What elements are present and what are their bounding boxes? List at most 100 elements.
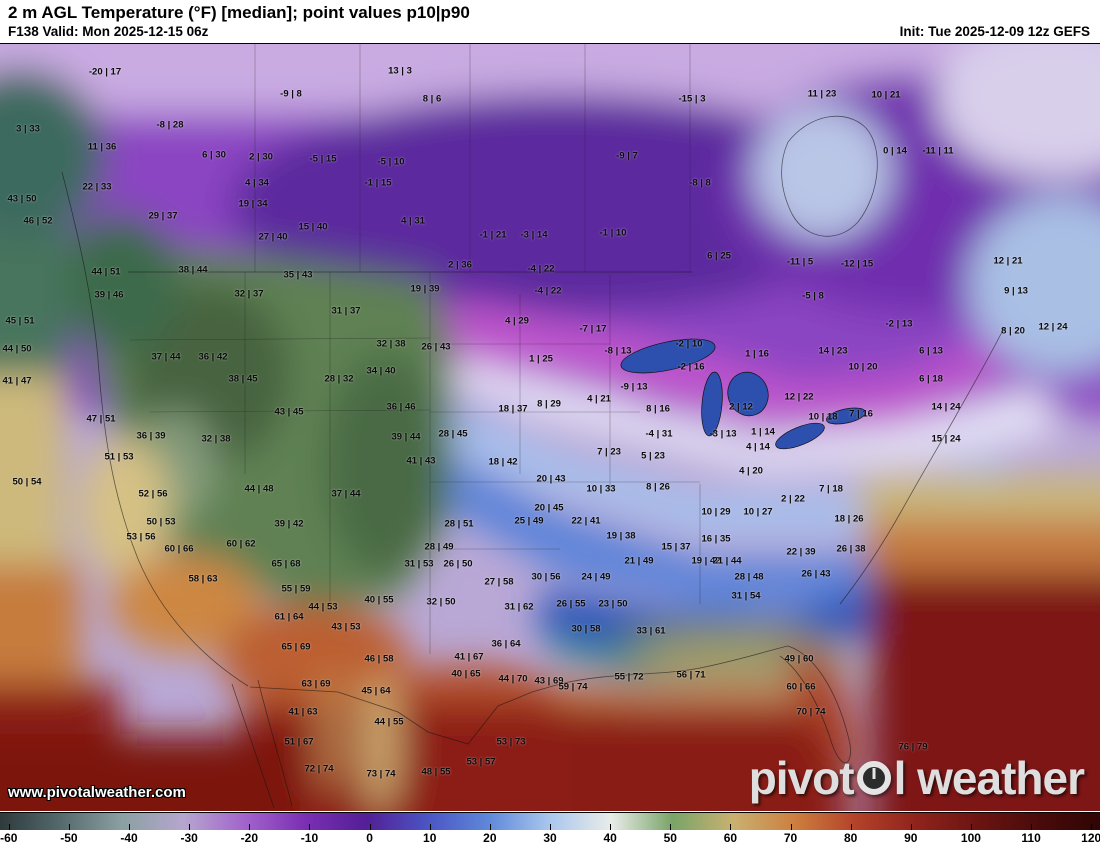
point-value: 10 | 29 xyxy=(701,506,731,518)
point-value: -8 | 28 xyxy=(156,119,184,131)
colorbar-tick-label: 100 xyxy=(960,831,981,845)
point-value: 26 | 50 xyxy=(443,558,473,570)
colorbar-tickmark xyxy=(850,824,852,830)
point-value: 46 | 52 xyxy=(23,215,53,227)
colorbar-tick-label: 0 xyxy=(366,831,373,845)
point-value: 48 | 55 xyxy=(421,766,451,778)
point-value: 26 | 55 xyxy=(556,598,586,610)
point-value: 53 | 56 xyxy=(126,531,156,543)
point-value: -3 | 14 xyxy=(520,229,548,241)
colorbar-tick-label: -50 xyxy=(60,831,78,845)
colorbar-tick-label: 110 xyxy=(1021,831,1041,845)
point-value: 7 | 23 xyxy=(597,446,621,458)
colorbar-tick-label: 40 xyxy=(603,831,617,845)
point-value: 1 | 16 xyxy=(745,348,769,360)
point-value: 61 | 64 xyxy=(274,611,304,623)
point-value: -20 | 17 xyxy=(88,66,122,78)
colorbar-tickmark xyxy=(610,824,612,830)
point-value: 4 | 34 xyxy=(245,177,269,189)
point-value: 14 | 23 xyxy=(818,345,848,357)
point-value: -2 | 13 xyxy=(885,318,913,330)
point-value: 28 | 48 xyxy=(734,571,764,583)
point-value: 36 | 39 xyxy=(136,430,166,442)
point-value: 38 | 44 xyxy=(178,264,208,276)
point-value: 28 | 49 xyxy=(424,541,454,553)
point-value: 44 | 53 xyxy=(308,601,338,613)
point-value: 73 | 74 xyxy=(366,768,396,780)
border-lines xyxy=(61,115,1005,809)
point-value: 31 | 62 xyxy=(504,601,534,613)
point-value: 55 | 72 xyxy=(614,671,644,683)
colorbar-tick-label: 70 xyxy=(783,831,798,845)
point-value: 2 | 22 xyxy=(781,493,805,505)
point-value: -3 | 13 xyxy=(709,428,737,440)
point-value: 29 | 37 xyxy=(148,210,178,222)
point-value: -2 | 16 xyxy=(677,361,705,373)
point-value: -8 | 13 xyxy=(604,345,632,357)
point-value: 38 | 45 xyxy=(228,373,258,385)
colorbar-tickmark xyxy=(489,824,491,830)
point-value: 39 | 44 xyxy=(391,431,421,443)
point-value: 39 | 46 xyxy=(94,289,124,301)
point-values-layer: -20 | 17 13 | 3 -9 | 8 8 | 6 -15 | 3 11 | 23 1… xyxy=(0,44,1100,811)
point-value: -5 | 10 xyxy=(377,156,405,168)
point-value: 32 | 50 xyxy=(426,596,456,608)
point-value: 6 | 25 xyxy=(707,250,731,262)
point-value: 19 | 34 xyxy=(238,198,268,210)
point-value: 19 | 38 xyxy=(606,530,636,542)
temperature-field-canvas xyxy=(0,44,1100,811)
point-value: 58 | 63 xyxy=(188,573,218,585)
point-value: 41 | 67 xyxy=(454,651,484,663)
dial-icon xyxy=(856,761,891,795)
point-value: 59 | 74 xyxy=(558,681,588,693)
colorbar-tick-label: 60 xyxy=(723,831,738,845)
point-value: 56 | 71 xyxy=(676,669,706,681)
point-value: 10 | 20 xyxy=(848,361,878,373)
point-value: 6 | 18 xyxy=(919,373,943,385)
point-value: 26 | 38 xyxy=(836,543,866,555)
point-value: 10 | 21 xyxy=(871,89,901,101)
point-value: 39 | 42 xyxy=(274,518,304,530)
point-value: 12 | 21 xyxy=(993,255,1023,267)
point-value: 30 | 56 xyxy=(531,571,561,583)
point-value: 9 | 13 xyxy=(1004,285,1028,297)
colorbar-tick-label: -10 xyxy=(300,831,319,845)
point-value: 72 | 74 xyxy=(304,763,334,775)
point-value: 4 | 20 xyxy=(739,465,763,477)
point-value: 18 | 42 xyxy=(488,456,518,468)
point-value: 51 | 67 xyxy=(284,736,314,748)
colorbar-tick-label: 30 xyxy=(543,831,557,845)
point-value: 43 | 45 xyxy=(274,406,304,418)
point-value: 27 | 58 xyxy=(484,576,514,588)
point-value: 41 | 63 xyxy=(288,706,318,718)
point-value: 30 | 58 xyxy=(571,623,601,635)
point-value: -1 | 15 xyxy=(364,177,392,189)
point-value: 41 | 47 xyxy=(2,375,32,387)
point-value: -7 | 17 xyxy=(579,323,607,335)
point-value: 36 | 42 xyxy=(198,351,228,363)
point-value: 34 | 40 xyxy=(366,365,396,377)
point-value: 22 | 41 xyxy=(571,515,601,527)
colorbar-tick-label: 120 xyxy=(1081,831,1100,845)
point-value: 24 | 49 xyxy=(581,571,611,583)
point-value: 18 | 26 xyxy=(834,513,864,525)
point-value: 28 | 51 xyxy=(444,518,474,530)
point-value: 12 | 22 xyxy=(784,391,814,403)
point-value: 15 | 24 xyxy=(931,433,961,445)
point-value: 10 | 33 xyxy=(586,483,616,495)
point-value: -1 | 10 xyxy=(599,227,627,239)
point-value: 8 | 26 xyxy=(646,481,670,493)
point-value: 44 | 50 xyxy=(2,343,32,355)
point-value: 51 | 53 xyxy=(104,451,134,463)
point-value: 21 | 49 xyxy=(624,555,654,567)
point-value: 4 | 29 xyxy=(505,315,529,327)
point-value: 23 | 50 xyxy=(598,598,628,610)
point-value: 65 | 69 xyxy=(281,641,311,653)
point-value: 20 | 45 xyxy=(534,502,564,514)
pivotal-weather-logo: pivot l weather xyxy=(749,751,1085,805)
point-value: 31 | 54 xyxy=(731,590,761,602)
point-value: -4 | 22 xyxy=(527,263,555,275)
colorbar-tickmark xyxy=(910,824,912,830)
point-value: 26 | 43 xyxy=(421,341,451,353)
point-value: 37 | 44 xyxy=(331,488,361,500)
